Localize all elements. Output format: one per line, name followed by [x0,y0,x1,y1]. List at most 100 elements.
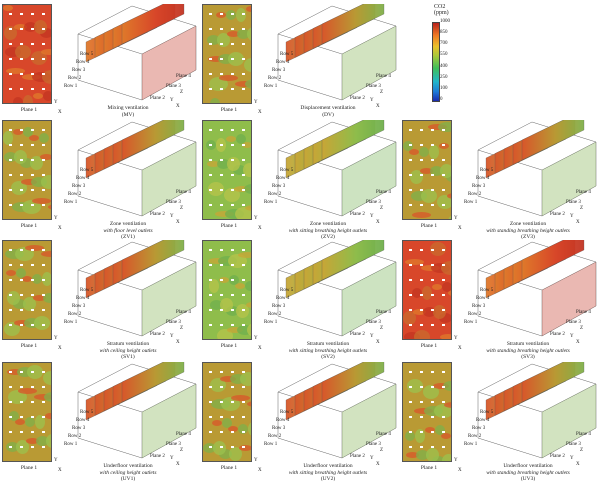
plane-3-label: Plane 3 [366,320,381,325]
caption-line-1: Underfloor ventilation [303,463,353,469]
caption-line-1: Zone ventilation [309,221,347,227]
axis-z-label: Z [380,206,384,211]
axis-x-label: X [58,468,62,473]
caption-line-2: with standing breathing height outlets [486,469,570,476]
plane-4-label: Plane 4 [576,190,591,195]
row-label: Row 3 [72,68,86,73]
row-label: Row 5 [280,410,294,415]
axis-y-label: Y [54,336,58,341]
panel-7: Plane 1 Y X Row 1 Row 2 Row 3 Row 4 Row 5 Plane … [200,240,400,362]
caption-line-2: with floor level outlets [103,227,153,234]
axis-y-label-3d: Y [170,456,174,461]
row-label: Row 2 [268,434,282,439]
row-label: Row 2 [68,192,82,197]
row-label: Row 2 [268,76,282,81]
row-label: Row 4 [76,296,90,301]
plane-4-label: Plane 4 [176,74,191,79]
caption-line-1: Underfloor ventilation [103,463,153,469]
caption-line-3: (SV3) [521,354,535,361]
axis-z-label: Z [380,448,384,453]
plane-1-contour [402,120,452,220]
axis-x-label-3d: X [576,462,580,467]
row-label: Row 4 [476,176,490,181]
caption-line-3: (UV1) [120,476,136,483]
panel-caption: Underfloor ventilation with sitting breat… [262,463,394,483]
axis-y-label-3d: Y [370,456,374,461]
row-label: Row 3 [72,304,86,309]
legend-colorbar [432,22,440,102]
caption-line-1: Stratum ventilation [106,341,150,347]
caption-line-2: with standing breathing height outlets [486,347,570,354]
axis-y-label: Y [454,458,458,463]
axis-x-label-3d: X [376,220,380,225]
isometric-view [56,240,198,340]
axis-x-label: X [458,468,462,473]
axis-y-label: Y [254,458,258,463]
axis-y-label-3d: Y [370,98,374,103]
row-label: Row 2 [68,434,82,439]
panel-caption: Underfloor ventilation with ceiling heigh… [62,463,194,483]
panel-2: Plane 1 Y X Row 1 Row 2 Row 3 Row 4 Row 5 Plane … [200,4,400,126]
row-label: Row 4 [276,296,290,301]
row-label: Row 5 [80,52,94,57]
plane-4-label: Plane 4 [576,432,591,437]
row-label: Row 4 [476,296,490,301]
plane-1-contour [2,240,52,340]
plane-4-label: Plane 4 [376,432,391,437]
legend-tick-250: 250 [440,74,448,80]
row-label: Row 3 [472,426,486,431]
row-label: Row 5 [280,168,294,173]
axis-z-label: Z [180,206,184,211]
row-label: Row 5 [280,288,294,293]
plane-4-label: Plane 4 [376,74,391,79]
axis-y-label-3d: Y [170,214,174,219]
row-label: Row 2 [468,434,482,439]
axis-x-label-3d: X [176,220,180,225]
row-label: Row 5 [80,410,94,415]
plane-2-label: Plane 2 [150,96,165,101]
caption-line-1: Stratum ventilation [506,341,550,347]
plane-2-label: Plane 2 [350,454,365,459]
axis-x-label-3d: X [176,462,180,467]
axis-x-label: X [458,226,462,231]
plane-4-label: Plane 4 [376,190,391,195]
plane-1-label: Plane 1 [20,465,38,471]
plane-2-label: Plane 2 [550,332,565,337]
axis-x-label: X [258,226,262,231]
row-label: Row 4 [76,60,90,65]
caption-line-2: with sitting breathing height outlets [288,227,368,234]
isometric-view [56,120,198,220]
panel-caption: Underfloor ventilation with standing brea… [462,463,594,483]
row-label: Row 4 [476,418,490,423]
axis-y-label-3d: Y [570,456,574,461]
axis-x-label-3d: X [576,340,580,345]
plane-4-label: Plane 4 [176,190,191,195]
plane-4-label: Plane 4 [376,310,391,315]
isometric-view [456,120,598,220]
row-label: Row 1 [64,320,78,325]
axis-z-label: Z [580,326,584,331]
plane-1-contour [2,4,52,104]
row-label: Row 1 [64,200,78,205]
caption-line-1: Underfloor ventilation [503,463,553,469]
row-label: Row 1 [464,442,478,447]
caption-line-1: Displacement ventilation [300,105,356,111]
axis-y-label: Y [454,336,458,341]
panel-9: Plane 1 Y X Row 1 Row 2 Row 3 Row 4 Row 5 Plane … [0,362,200,484]
axis-y-label-3d: Y [570,334,574,339]
caption-line-3: (ZV3) [521,234,535,241]
legend-tick-0: 0 [440,97,443,102]
legend-tick-850: 850 [440,30,448,36]
plane-2-label: Plane 2 [150,332,165,337]
row-label: Row 1 [464,200,478,205]
plane-3-label: Plane 3 [566,442,581,447]
plane-1-label: Plane 1 [420,465,438,471]
axis-y-label: Y [54,100,58,105]
axis-x-label: X [258,468,262,473]
axis-z-label: Z [580,206,584,211]
axis-x-label: X [258,110,262,115]
caption-line-3: (SV1) [121,354,135,361]
axis-x-label-3d: X [176,340,180,345]
panel-6: Plane 1 Y X Row 1 Row 2 Row 3 Row 4 Row 5 Plane … [0,240,200,362]
co2-legend: CO2 (ppm) 1000 850 700 550 400 250 100 0 [430,4,470,104]
